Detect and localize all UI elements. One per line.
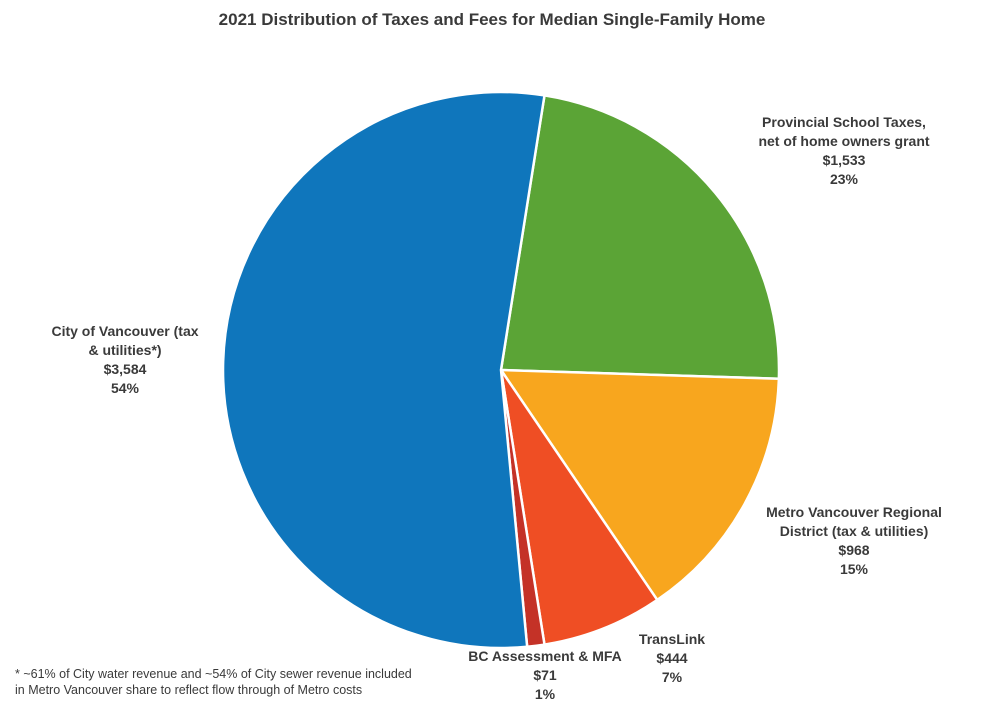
label-amount: $71 <box>533 667 557 683</box>
label-line2: & utilities*) <box>88 342 162 358</box>
pie-slice-provincial-school-taxes-net-of-home-owne <box>499 94 781 380</box>
label-percent: 7% <box>661 669 683 685</box>
label-amount: $968 <box>838 542 870 558</box>
label-city-of-vancouver: City of Vancouver (tax & utilities*) $3,… <box>5 322 245 398</box>
footnote: * ~61% of City water revenue and ~54% of… <box>15 666 412 698</box>
label-metro-vancouver: Metro Vancouver Regional District (tax &… <box>728 503 980 579</box>
footnote-line1: * ~61% of City water revenue and ~54% of… <box>15 667 412 681</box>
label-line1: BC Assessment & MFA <box>468 648 622 664</box>
label-percent: 23% <box>829 171 859 187</box>
chart-title: 2021 Distribution of Taxes and Fees for … <box>218 10 766 29</box>
label-line2: net of home owners grant <box>758 133 930 149</box>
label-percent: 1% <box>534 686 556 702</box>
label-line1: Provincial School Taxes, <box>762 114 926 130</box>
label-percent: 15% <box>839 561 869 577</box>
label-bc-assessment-mfa: BC Assessment & MFA $71 1% <box>445 647 645 704</box>
label-amount: $3,584 <box>103 361 147 377</box>
label-amount: $1,533 <box>822 152 866 168</box>
label-translink: TransLink $444 7% <box>612 630 732 687</box>
pie-slice-city-of-vancouver-tax-utilities <box>221 90 546 650</box>
label-line1: TransLink <box>638 631 706 647</box>
label-percent: 54% <box>110 380 140 396</box>
pie-slice-metro-vancouver-regional-district-tax-ut <box>499 368 781 602</box>
label-line1: City of Vancouver (tax <box>51 323 199 339</box>
label-line2: District (tax & utilities) <box>779 523 929 539</box>
label-amount: $444 <box>656 650 688 666</box>
pie-slice-translink <box>499 368 659 646</box>
label-provincial-school-taxes: Provincial School Taxes, net of home own… <box>700 113 984 189</box>
label-line1: Metro Vancouver Regional <box>766 504 942 520</box>
footnote-line2: in Metro Vancouver share to reflect flow… <box>15 683 363 697</box>
